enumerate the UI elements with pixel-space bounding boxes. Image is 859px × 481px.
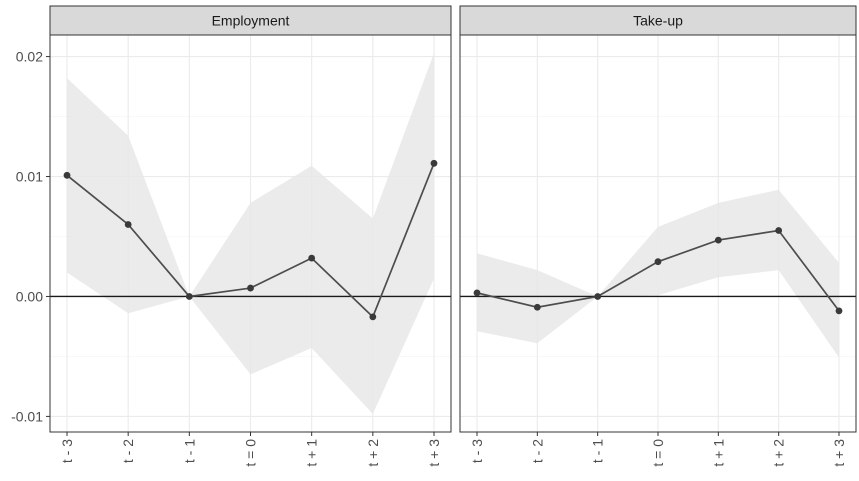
facet-title: Employment — [212, 13, 290, 29]
x-tick-label: t - 3 — [469, 439, 485, 463]
confidence-band — [67, 52, 434, 415]
data-point — [430, 159, 438, 167]
data-point — [63, 171, 71, 179]
data-point — [185, 293, 193, 300]
x-tick-label: t + 2 — [771, 439, 787, 467]
confidence-band — [477, 189, 839, 358]
x-tick-label: t - 2 — [529, 439, 545, 463]
data-point — [533, 303, 541, 311]
x-tick-label: t + 2 — [365, 439, 381, 467]
panel-employment: Employment t - 3 t - 2 t - 1 t = 0 t + 1 t + 2… — [49, 5, 452, 467]
facet-strip — [49, 5, 452, 36]
facet-strip — [459, 5, 857, 36]
panel-take-up: Take-up t - 3 t - 2 t - 1 t = 0 t + 1 t + 2 t +… — [459, 5, 857, 467]
data-point — [775, 227, 783, 234]
y-tick-label: 0.02 — [16, 49, 43, 65]
data-point — [594, 293, 602, 300]
x-tick-label: t + 1 — [710, 439, 726, 467]
data-point — [473, 289, 481, 297]
facet-title: Take-up — [633, 13, 683, 29]
y-tick-label: -0.01 — [11, 408, 43, 424]
y-tick-label: 0.00 — [16, 288, 43, 304]
data-point — [835, 307, 843, 315]
x-tick-label: t - 1 — [590, 439, 606, 463]
data-point — [654, 258, 662, 266]
data-point — [247, 284, 254, 292]
data-point — [308, 254, 316, 262]
x-tick-label: t - 1 — [181, 439, 197, 463]
data-point — [714, 236, 722, 244]
x-tick-label: t = 0 — [243, 439, 259, 467]
x-tick-label: t - 2 — [120, 439, 136, 463]
y-tick-label: 0.01 — [16, 169, 43, 185]
data-point — [124, 221, 132, 228]
x-tick-label: t + 1 — [304, 439, 320, 467]
x-tick-label: t = 0 — [650, 439, 666, 467]
x-tick-label: t - 3 — [59, 439, 75, 463]
x-tick-label: t + 3 — [831, 439, 847, 467]
x-tick-label: t + 3 — [426, 439, 442, 467]
data-point — [369, 313, 377, 321]
